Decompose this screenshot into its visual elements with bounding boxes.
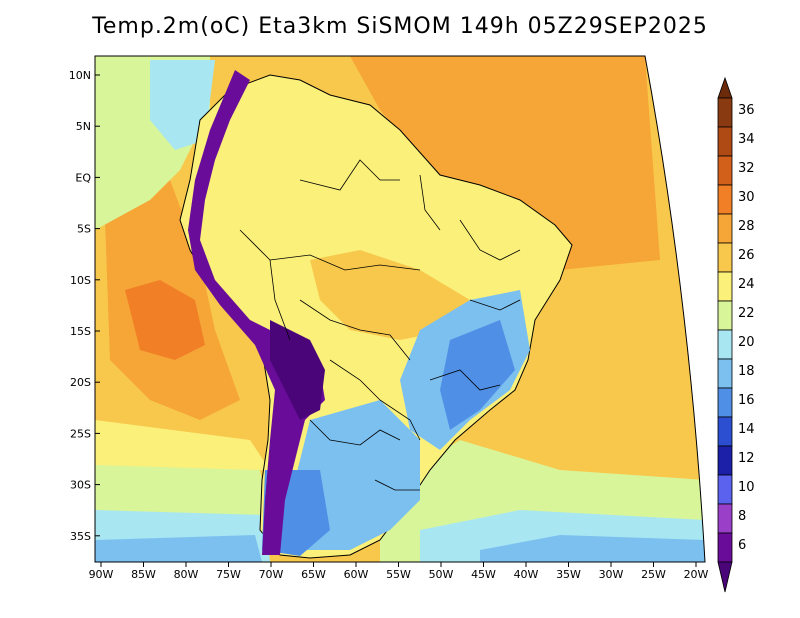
ocean-pacific-hotter <box>125 280 205 360</box>
legend-swatch <box>717 300 733 331</box>
legend-swatch <box>717 184 733 215</box>
lat-tick-label: 25S <box>70 427 91 440</box>
legend-swatch <box>717 242 733 273</box>
legend-swatch <box>717 155 733 186</box>
lat-tick-label: EQ <box>75 171 91 184</box>
andes-cordillera <box>188 70 325 555</box>
legend-swatch <box>717 387 733 418</box>
legend-value-label: 34 <box>738 132 755 147</box>
legend-swatch <box>717 445 733 476</box>
legend-swatch <box>717 329 733 360</box>
legend-value-label: 16 <box>738 393 755 408</box>
lon-tick-label: 55W <box>386 568 411 581</box>
lon-tick-label: 90W <box>89 568 114 581</box>
ocean-south-coldest <box>95 535 262 562</box>
altiplano <box>270 320 325 420</box>
lon-tick-label: 45W <box>471 568 496 581</box>
map-domain <box>95 56 705 562</box>
legend-value-label: 30 <box>738 190 755 205</box>
lon-tick-label: 65W <box>301 568 326 581</box>
legend-swatch <box>717 474 733 505</box>
lat-tick-label: 35S <box>70 530 91 543</box>
lon-tick-label: 20W <box>684 568 709 581</box>
legend-value-label: 20 <box>738 335 755 350</box>
land-north-warm <box>310 250 470 340</box>
ocean-atlantic-south-colder <box>480 535 705 562</box>
lon-tick-label: 75W <box>216 568 241 581</box>
lon-tick-label: 50W <box>429 568 454 581</box>
map-frame <box>94 55 706 563</box>
lat-tick-label: 5N <box>76 120 91 133</box>
lon-tick-label: 30W <box>599 568 624 581</box>
ocean-south-cool <box>95 420 270 470</box>
lon-tick-label: 40W <box>514 568 539 581</box>
legend-value-label: 28 <box>738 219 755 234</box>
lon-tick-label: 85W <box>131 568 156 581</box>
lat-tick-label: 15S <box>70 325 91 338</box>
land-east-colder <box>440 320 515 430</box>
lon-tick-label: 80W <box>174 568 199 581</box>
lon-tick-label: 70W <box>259 568 284 581</box>
ocean-atlantic-north <box>350 56 660 270</box>
lat-tick-label: 10S <box>70 274 91 287</box>
lon-tick-label: 35W <box>556 568 581 581</box>
legend-swatch <box>717 416 733 447</box>
legend-value-label: 22 <box>738 306 755 321</box>
legend-swatch <box>717 213 733 244</box>
latitude-axis: 10N 5N EQ 5S 10S 15S 20S 25S 30S 35S <box>69 69 100 543</box>
legend-value-label: 26 <box>738 248 755 263</box>
legend-swatch <box>717 271 733 302</box>
legend-arrow-bottom <box>717 561 733 593</box>
legend-value-label: 24 <box>738 277 755 292</box>
legend-swatch <box>717 126 733 157</box>
lat-tick-label: 20S <box>70 376 91 389</box>
legend-value-label: 6 <box>738 538 746 553</box>
color-legend: 36 34 32 30 28 26 24 22 20 18 16 14 12 10 8 6 <box>717 76 755 593</box>
legend-value-label: 10 <box>738 480 755 495</box>
lon-tick-label: 25W <box>641 568 666 581</box>
longitude-axis: 90W 85W 80W 75W 70W 65W 60W 55W 50W 45W 40W 35W 30W 2… <box>89 562 709 581</box>
legend-swatch <box>717 358 733 389</box>
legend-value-label: 18 <box>738 364 755 379</box>
legend-arrow-top <box>717 76 733 99</box>
legend-value-label: 36 <box>738 103 755 118</box>
legend-swatch <box>717 532 733 563</box>
lat-tick-label: 30S <box>70 479 91 492</box>
lon-tick-label: 60W <box>344 568 369 581</box>
legend-value-label: 14 <box>738 422 755 437</box>
legend-value-label: 12 <box>738 451 755 466</box>
legend-swatch <box>717 503 733 534</box>
legend-swatch <box>717 97 733 128</box>
lat-tick-label: 5S <box>77 223 91 236</box>
legend-value-label: 32 <box>738 161 755 176</box>
lat-tick-label: 10N <box>69 69 91 82</box>
country-borders <box>239 159 521 491</box>
ocean-south-cooler <box>95 465 270 520</box>
legend-value-label: 8 <box>738 509 746 524</box>
page-title: Temp.2m(oC) Eta3km SiSMOM 149h 05Z29SEP2… <box>92 14 708 39</box>
